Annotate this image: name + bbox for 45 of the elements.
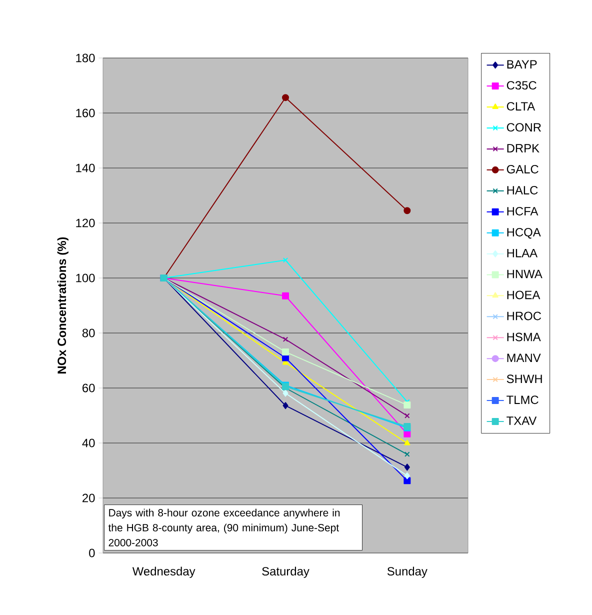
x-tick-label: Sunday — [387, 566, 428, 578]
annotation: Days with 8-hour ozone exceedance anywhere in the HGB 8-county area, (90 minimum) June-Sept 2000-2003 — [108, 508, 340, 546]
y-tick-label: 40 — [82, 438, 95, 448]
point — [282, 94, 289, 102]
y-tick-label: 100 — [76, 274, 95, 282]
legend-label: HALC — [507, 186, 538, 194]
legend-label: MANV — [507, 354, 541, 362]
y-tick-label: 180 — [76, 54, 95, 62]
y-tick-label: 60 — [82, 384, 95, 392]
point — [404, 402, 411, 409]
legend-label: SHWH — [506, 374, 542, 384]
point — [282, 292, 289, 300]
legend-label: HNWA — [507, 270, 542, 278]
point — [404, 464, 410, 471]
point — [282, 390, 288, 397]
legend-label: HCFA — [507, 206, 538, 216]
point — [282, 258, 288, 263]
point — [282, 348, 289, 356]
legend-label: HLAA — [507, 248, 538, 258]
point — [282, 402, 288, 410]
legend-label: GALC — [506, 164, 538, 174]
legend-label: HOEA — [507, 290, 540, 300]
legend-label: TLMC — [506, 396, 538, 404]
legend-label: BAYP — [507, 60, 537, 68]
legend-label: DRPK — [507, 144, 540, 152]
legend-label: C35C — [506, 81, 536, 90]
y-tick-label: 0 — [89, 548, 95, 558]
y-tick-label: 140 — [76, 164, 95, 172]
point — [282, 336, 288, 342]
x-tick-label: Saturday — [262, 566, 310, 578]
y-axis-title: NOx Concentrations (%) — [57, 237, 68, 374]
y-tick-label: 20 — [82, 494, 95, 502]
point — [404, 207, 411, 214]
legend-label: TXAV — [506, 416, 537, 425]
x-tick-label: Wednesday — [132, 566, 196, 578]
legend-label: HCQA — [507, 228, 541, 239]
y-tick-label: 80 — [82, 328, 95, 338]
y-tick-label: 120 — [76, 218, 95, 228]
legend-label: HSMA — [507, 332, 541, 342]
legend-label: HROC — [507, 312, 542, 320]
point — [404, 472, 410, 480]
legend-label: CLTA — [506, 102, 536, 111]
legend-label: CONR — [506, 123, 541, 132]
y-tick-label: 160 — [76, 108, 95, 118]
point — [404, 477, 411, 484]
